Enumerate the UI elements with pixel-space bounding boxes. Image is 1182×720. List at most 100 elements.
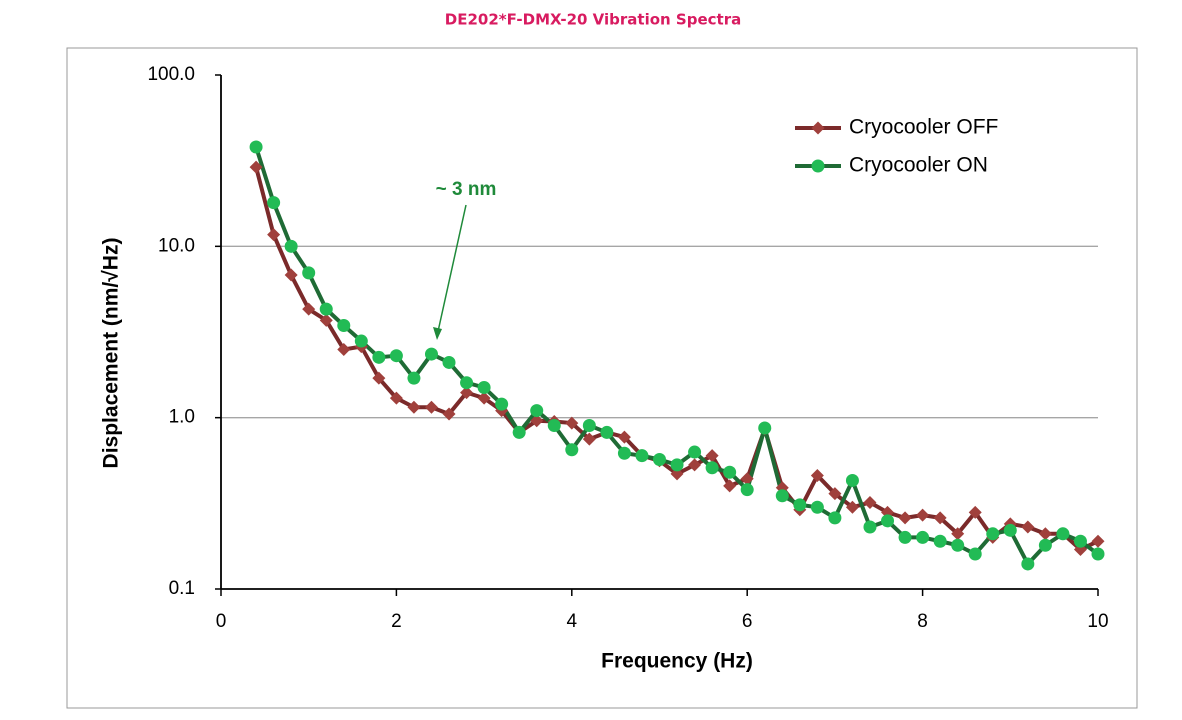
x-tick-label: 0 bbox=[216, 611, 227, 632]
marker bbox=[267, 196, 281, 210]
marker bbox=[354, 334, 368, 348]
chart-title: DE202*F-DMX-20 Vibration Spectra bbox=[445, 11, 741, 29]
marker bbox=[863, 495, 877, 509]
marker bbox=[1038, 538, 1052, 552]
marker bbox=[617, 430, 631, 444]
marker bbox=[284, 239, 298, 253]
marker bbox=[1021, 520, 1035, 534]
marker bbox=[845, 500, 859, 514]
marker bbox=[407, 371, 421, 385]
marker bbox=[319, 313, 333, 327]
marker bbox=[267, 228, 281, 242]
marker bbox=[635, 449, 649, 463]
marker bbox=[477, 391, 491, 405]
marker bbox=[968, 505, 982, 519]
legend-label: Cryocooler OFF bbox=[849, 116, 998, 139]
y-tick-label: 10.0 bbox=[158, 235, 195, 256]
marker bbox=[372, 350, 386, 364]
marker bbox=[284, 268, 298, 282]
marker bbox=[933, 534, 947, 548]
marker bbox=[319, 302, 333, 316]
marker bbox=[863, 520, 877, 534]
marker bbox=[740, 483, 754, 497]
annotation-arrow bbox=[436, 204, 467, 337]
marker bbox=[670, 458, 684, 472]
marker bbox=[442, 407, 456, 421]
marker bbox=[617, 446, 631, 460]
marker bbox=[372, 371, 386, 385]
marker bbox=[512, 425, 526, 439]
marker bbox=[951, 527, 965, 541]
marker bbox=[810, 500, 824, 514]
marker bbox=[705, 449, 719, 463]
marker bbox=[1091, 534, 1105, 548]
marker bbox=[249, 140, 263, 154]
legend-marker bbox=[811, 121, 825, 135]
marker bbox=[653, 452, 666, 466]
x-tick-label: 6 bbox=[742, 611, 753, 632]
marker bbox=[337, 319, 351, 333]
marker bbox=[530, 414, 544, 428]
y-tick-label: 0.1 bbox=[169, 578, 195, 599]
legend-label: Cryocooler ON bbox=[849, 154, 988, 177]
marker bbox=[793, 498, 807, 512]
marker bbox=[845, 473, 859, 487]
annotation: ~ 3 nm bbox=[436, 179, 497, 200]
marker bbox=[424, 400, 438, 414]
marker bbox=[1038, 527, 1052, 541]
marker bbox=[881, 514, 895, 528]
marker bbox=[424, 347, 438, 361]
marker bbox=[249, 160, 263, 174]
marker bbox=[1056, 527, 1070, 541]
marker bbox=[337, 342, 351, 356]
marker bbox=[933, 511, 947, 525]
marker bbox=[460, 376, 474, 390]
marker bbox=[565, 443, 579, 457]
marker bbox=[1021, 557, 1035, 571]
marker bbox=[389, 349, 403, 363]
marker bbox=[968, 547, 982, 561]
x-axis-label: Frequency (Hz) bbox=[601, 650, 753, 673]
y-tick-label: 100.0 bbox=[147, 64, 195, 85]
marker bbox=[1091, 547, 1105, 561]
marker bbox=[810, 468, 824, 482]
marker bbox=[582, 419, 596, 433]
marker bbox=[898, 530, 912, 544]
marker bbox=[495, 397, 509, 411]
marker bbox=[705, 461, 719, 475]
legend-marker bbox=[811, 159, 825, 173]
annotation-arrowhead bbox=[433, 327, 442, 340]
marker bbox=[828, 511, 842, 525]
marker bbox=[916, 530, 930, 544]
marker bbox=[688, 445, 702, 459]
x-tick-label: 8 bbox=[917, 611, 928, 632]
marker bbox=[530, 404, 544, 418]
marker bbox=[986, 527, 1000, 541]
marker bbox=[302, 266, 316, 280]
marker bbox=[951, 538, 965, 552]
plot-area: 0.1 1.0 10.0 100.0 0 2 4 6 8 10 Cryocooler OFF Cryo… bbox=[147, 64, 1108, 632]
marker bbox=[758, 421, 772, 435]
x-tick-label: 2 bbox=[391, 611, 402, 632]
marker bbox=[477, 380, 491, 394]
marker bbox=[302, 302, 316, 316]
marker bbox=[740, 472, 754, 486]
marker bbox=[828, 487, 842, 501]
marker bbox=[565, 416, 579, 430]
marker bbox=[1003, 523, 1017, 537]
marker bbox=[688, 458, 702, 472]
marker bbox=[442, 355, 456, 369]
marker bbox=[407, 400, 421, 414]
y-tick-label: 1.0 bbox=[169, 407, 195, 428]
marker bbox=[723, 465, 737, 479]
marker bbox=[775, 489, 789, 503]
marker bbox=[898, 511, 912, 525]
chart-frame bbox=[66, 47, 1138, 709]
marker bbox=[600, 425, 614, 439]
marker bbox=[723, 479, 737, 493]
x-tick-label: 4 bbox=[567, 611, 578, 632]
marker bbox=[916, 508, 930, 522]
y-axis-label: Displacement (nm/√Hz) bbox=[100, 238, 123, 469]
marker bbox=[582, 432, 596, 446]
